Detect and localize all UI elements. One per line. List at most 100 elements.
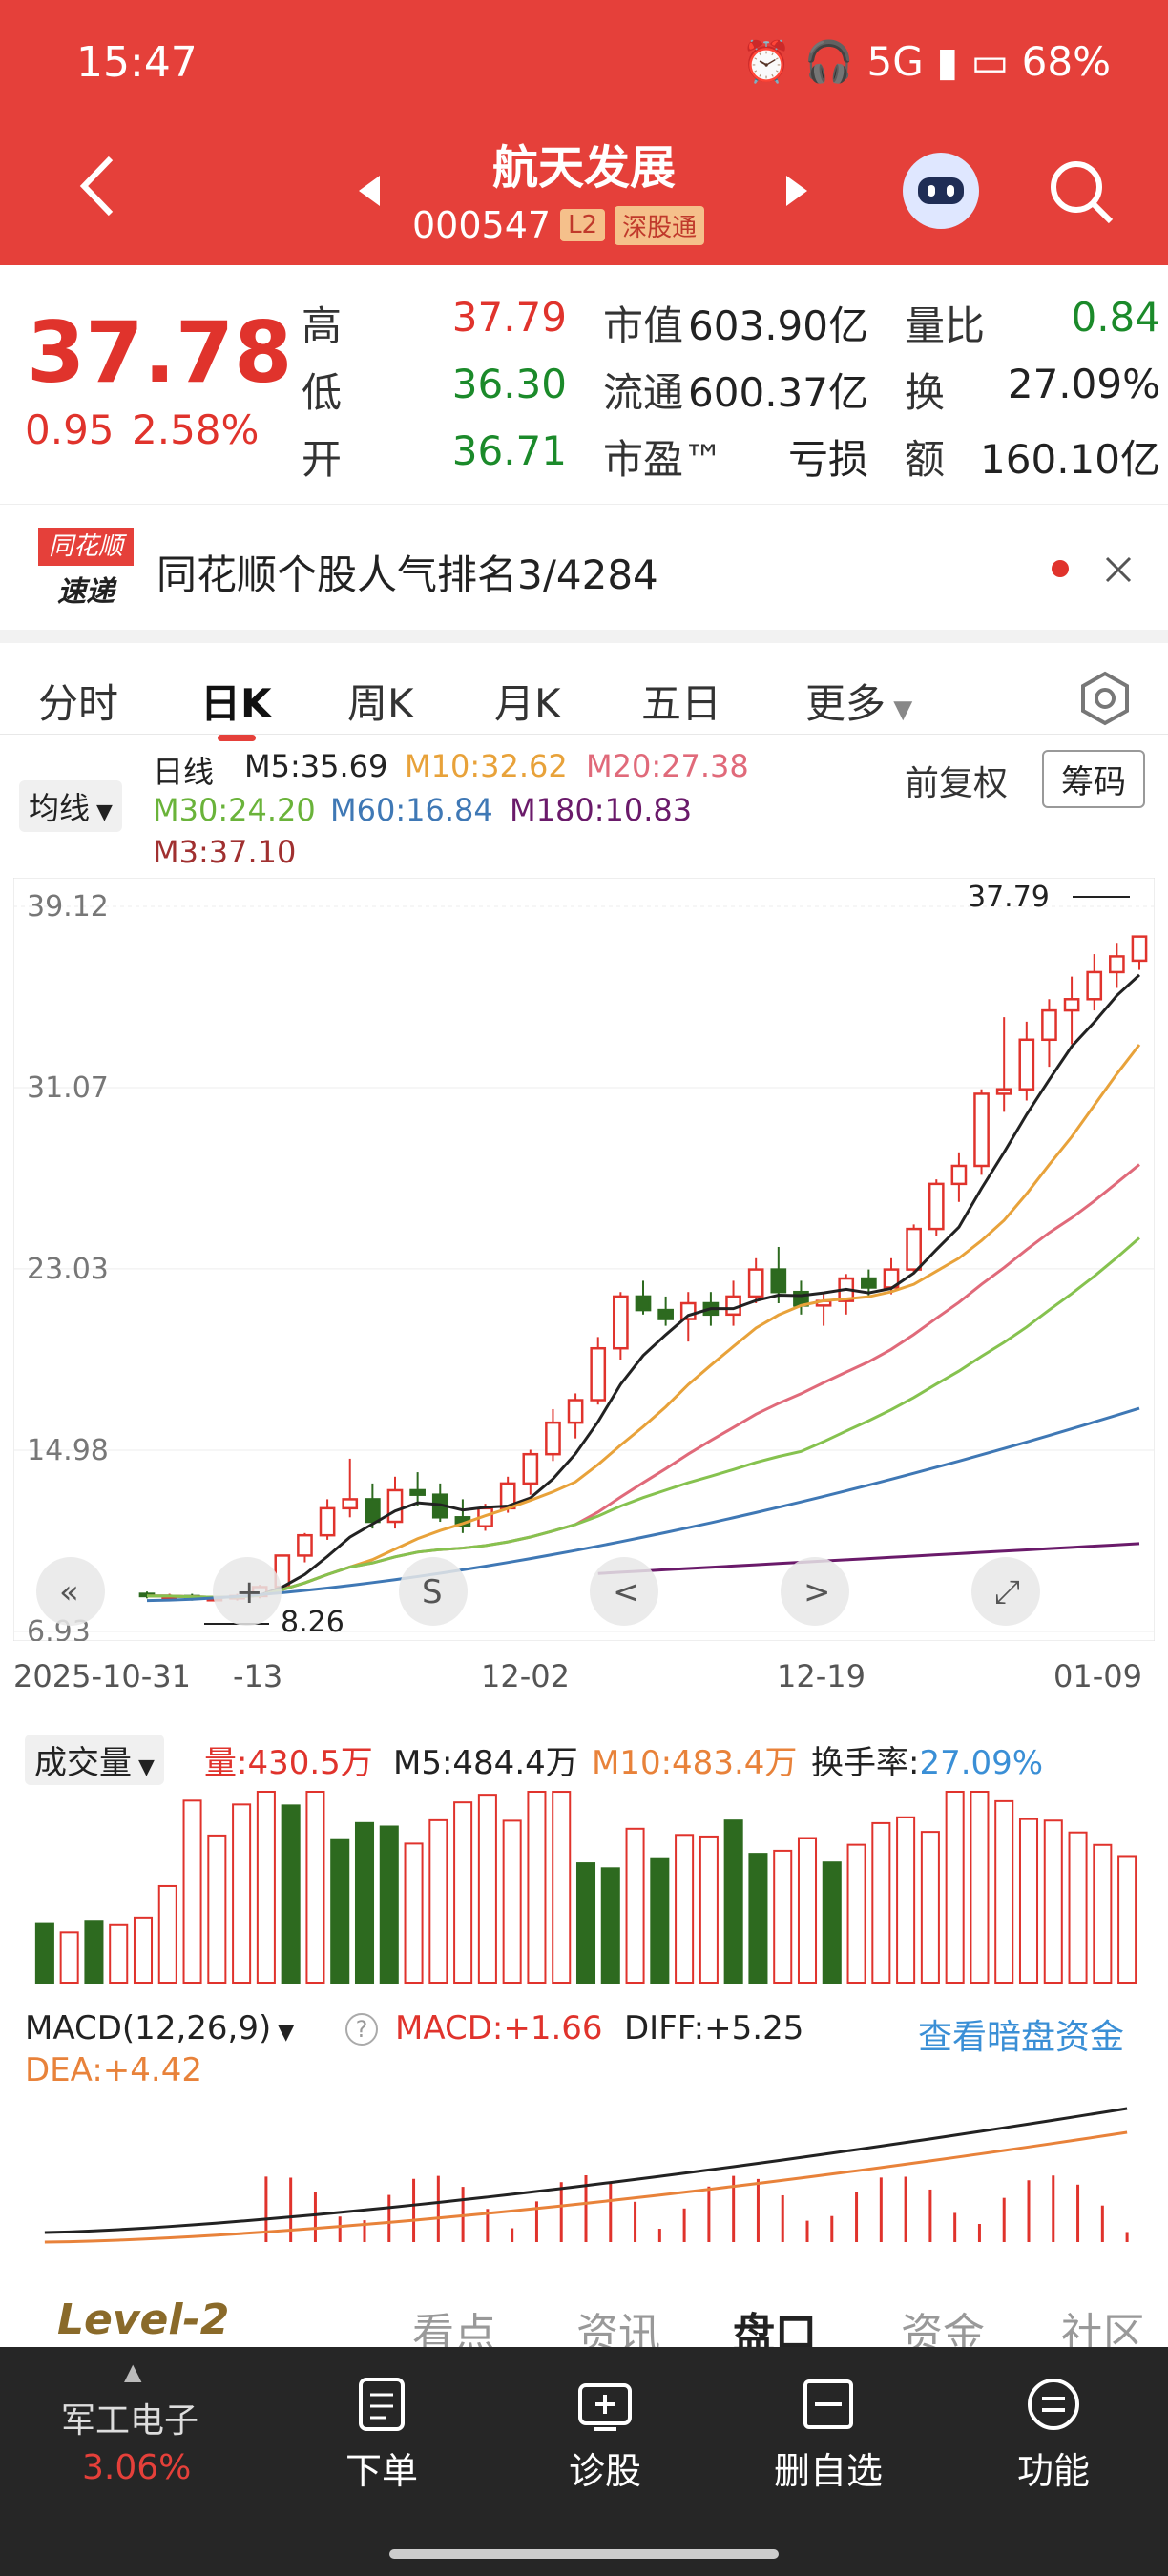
volume-bar <box>182 1799 202 1984</box>
volume-bar <box>354 1821 375 1984</box>
search-icon[interactable] <box>1046 156 1116 227</box>
volume-m5: M5:484.4万 <box>393 1744 578 1782</box>
tab-orderbook[interactable]: 盘口 <box>733 2310 817 2347</box>
caret-up-icon: ▲ <box>124 2358 142 2385</box>
candle-body <box>409 1488 426 1496</box>
tab-capital[interactable]: 资金 <box>901 2310 985 2347</box>
volume-bar <box>453 1801 473 1984</box>
ma3-value: M3:37.10 <box>153 834 297 870</box>
macd-value: MACD:+1.66 <box>395 2009 603 2047</box>
tab-daily-k[interactable]: 日K <box>200 680 272 727</box>
diagnose-icon <box>578 2383 632 2431</box>
sector-name[interactable]: 军工电子 <box>61 2401 199 2441</box>
candle-body <box>747 1268 764 1298</box>
ma30-line <box>147 1236 1140 1599</box>
back-arrow-icon[interactable] <box>76 153 118 219</box>
adjust-mode[interactable]: 前复权 <box>905 764 1009 803</box>
candle-body <box>906 1227 922 1271</box>
macd-chart <box>44 2107 1129 2244</box>
volume-bar <box>920 1831 940 1984</box>
nav-control-glyph: < <box>613 1573 640 1611</box>
volume-bar <box>625 1827 645 1984</box>
ma-selector[interactable]: 均线 ▼ <box>19 780 122 832</box>
volume-bar <box>157 1884 177 1984</box>
chart-frame <box>12 877 1156 1642</box>
volume-bar <box>1117 1855 1137 1984</box>
candle-body <box>635 1295 652 1312</box>
volume-bar <box>797 1837 818 1984</box>
volume-ratio-value: 0.84 <box>1071 294 1160 341</box>
nav-control-icon <box>781 1557 849 1626</box>
notification-dot <box>1052 560 1069 577</box>
max-price-label: 37.79 <box>968 881 1050 914</box>
volume-bar <box>994 1799 1014 1984</box>
tab-news[interactable]: 资讯 <box>576 2310 660 2347</box>
tab-more[interactable]: 更多 ▼ <box>805 680 913 727</box>
volume-bar <box>699 1835 719 1984</box>
turnover-value: 27.09% <box>1007 361 1160 407</box>
popularity-rank-row[interactable]: 同花顺 速递 同花顺个股人气排名3/4284 <box>0 504 1168 628</box>
kline-chart[interactable]: 39.12 31.07 23.03 14.98 6.93 37.79 8.26 «+ S < > ⤢ … <box>12 877 1156 1694</box>
ma60-line <box>146 1406 1140 1603</box>
ma20-value: M20:27.38 <box>586 748 749 784</box>
ths-express-logo: 同花顺 速递 <box>38 528 134 609</box>
volume-bar <box>59 1931 79 1984</box>
ma180-line <box>597 1542 1140 1575</box>
function-button[interactable]: 功能 <box>996 2376 1111 2494</box>
tab-five-day[interactable]: 五日 <box>641 680 722 727</box>
volume-bar <box>330 1838 350 1984</box>
nav-control-icon <box>590 1557 658 1626</box>
candle-body <box>1018 1038 1035 1091</box>
candle-body <box>973 1092 990 1168</box>
volume-selector[interactable]: 成交量 ▼ <box>25 1735 164 1785</box>
volume-bar <box>846 1843 866 1984</box>
candle-body <box>522 1452 539 1485</box>
chip-distribution-button[interactable]: 筹码 <box>1042 750 1145 808</box>
volume-bar <box>256 1791 276 1984</box>
volume-bar <box>773 1849 793 1984</box>
tab-intraday[interactable]: 分时 <box>38 680 119 727</box>
next-stock-icon[interactable] <box>782 172 811 210</box>
dark-pool-link[interactable]: 查看暗盘资金 <box>918 2018 1125 2057</box>
last-price: 37.78 <box>27 303 293 402</box>
remove-watchlist-button[interactable]: 删自选 <box>761 2376 895 2494</box>
tab-weekly-k[interactable]: 周K <box>347 680 414 727</box>
candle-body <box>590 1346 607 1402</box>
candle-body <box>319 1506 336 1537</box>
menu-circle-icon <box>1028 2379 1079 2430</box>
tab-monthly-k[interactable]: 月K <box>494 680 561 727</box>
help-icon[interactable]: ? <box>345 2013 378 2046</box>
macd-selector[interactable]: MACD(12,26,9) ▼ <box>25 2009 295 2047</box>
ma-legend: 均线 ▼ 日线 M5:35.69 M10:32.62 M20:27.38 M30… <box>0 735 1168 878</box>
document-icon <box>359 2378 405 2431</box>
y-tick-label: 39.12 <box>27 890 109 924</box>
x-tick-label: 12-02 <box>481 1658 570 1694</box>
tab-community[interactable]: 社区 <box>1061 2310 1145 2347</box>
nav-control-glyph: « <box>59 1573 79 1611</box>
low-label: 低 <box>302 369 343 416</box>
candle-body <box>1063 998 1080 1012</box>
volume-bar <box>404 1842 424 1984</box>
settings-hexagon-icon[interactable] <box>1076 670 1134 727</box>
volume-bar <box>1043 1819 1063 1984</box>
volume-bar <box>723 1819 743 1984</box>
volume-bar <box>232 1803 252 1984</box>
popularity-rank-text: 同花顺个股人气排名3/4284 <box>156 551 658 598</box>
home-indicator <box>389 2549 779 2559</box>
diagnose-button[interactable]: 诊股 <box>548 2376 662 2494</box>
candle-body <box>1086 970 1103 1001</box>
status-battery: ⏰ 🎧 5G ▮ ▭ 68% <box>741 38 1111 86</box>
tab-highlights[interactable]: 看点 <box>412 2310 496 2347</box>
status-time: 15:47 <box>76 38 198 87</box>
tab-level2[interactable]: Level-2 <box>57 2296 230 2344</box>
ma60-value: M60:16.84 <box>330 792 493 828</box>
close-icon[interactable] <box>1103 554 1134 585</box>
volume-bar <box>84 1920 104 1984</box>
robot-assistant-icon[interactable] <box>903 153 979 229</box>
nav-control-icon <box>399 1557 468 1626</box>
prev-stock-icon[interactable] <box>355 172 384 210</box>
volume-bar <box>600 1867 620 1984</box>
order-button[interactable]: 下单 <box>324 2376 439 2494</box>
battery-icon: ▭ <box>970 38 1010 85</box>
nav-control-glyph: + <box>236 1573 263 1611</box>
